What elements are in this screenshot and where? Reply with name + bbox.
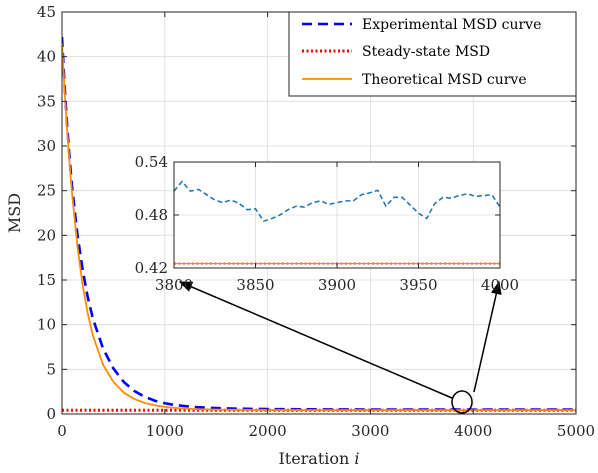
legend: Experimental MSD curve Steady-state MSD … [288,11,577,97]
inset-x-tick-label: 3800 [155,276,193,294]
inset-x-tick-label: 4000 [481,276,519,294]
inset-y-tick-label: 0.48 [135,206,168,224]
main-x-tick-label: 4000 [454,422,492,440]
legend-label-theoretical: Theoretical MSD curve [362,72,527,88]
x-axis-label: Iteration i [278,449,359,468]
main-y-tick-label: 40 [37,48,56,66]
inset-y-tick-label: 0.42 [135,259,168,277]
main-y-tick-label: 15 [37,271,56,289]
zoom-arrow-right [473,280,502,393]
main-x-tick-label: 3000 [351,422,389,440]
zoom-region-marker [451,390,473,414]
zoom-arrow-left [178,281,453,399]
inset-y-tick-label: 0.54 [135,153,168,171]
main-y-tick-label: 45 [37,3,56,21]
main-y-tick-label: 20 [37,226,56,244]
inset-x-tick-label: 3950 [399,276,437,294]
main-x-tick-label: 0 [57,422,67,440]
main-y-tick-label: 30 [37,137,56,155]
main-y-tick-label: 10 [37,316,56,334]
legend-box [288,11,577,97]
main-y-tick-label: 25 [37,182,56,200]
inset-x-tick-label: 3900 [318,276,356,294]
y-axis-label: MSD [5,193,24,233]
legend-label-experimental: Experimental MSD curve [362,17,541,33]
main-y-tick-label: 5 [46,360,56,378]
main-series [62,36,576,412]
legend-label-steady-state: Steady-state MSD [362,44,490,60]
inset-x-tick-label: 3850 [236,276,274,294]
main-x-tick-label: 2000 [249,422,287,440]
inset-series-line-0 [174,180,500,222]
main-ticks: 0 1000 2000 3000 4000 5000 0 5 10 15 20 25 30 35 40 45 [37,3,595,440]
main-series-line-0 [62,36,576,411]
inset-ticks: 3800 3850 3900 3950 4000 0.42 0.48 0.54 [135,153,520,294]
main-series-line-2 [62,43,576,412]
main-x-tick-label: 5000 [557,422,595,440]
main-y-tick-label: 35 [37,92,56,110]
main-y-tick-label: 0 [46,405,56,423]
main-x-tick-label: 1000 [146,422,184,440]
